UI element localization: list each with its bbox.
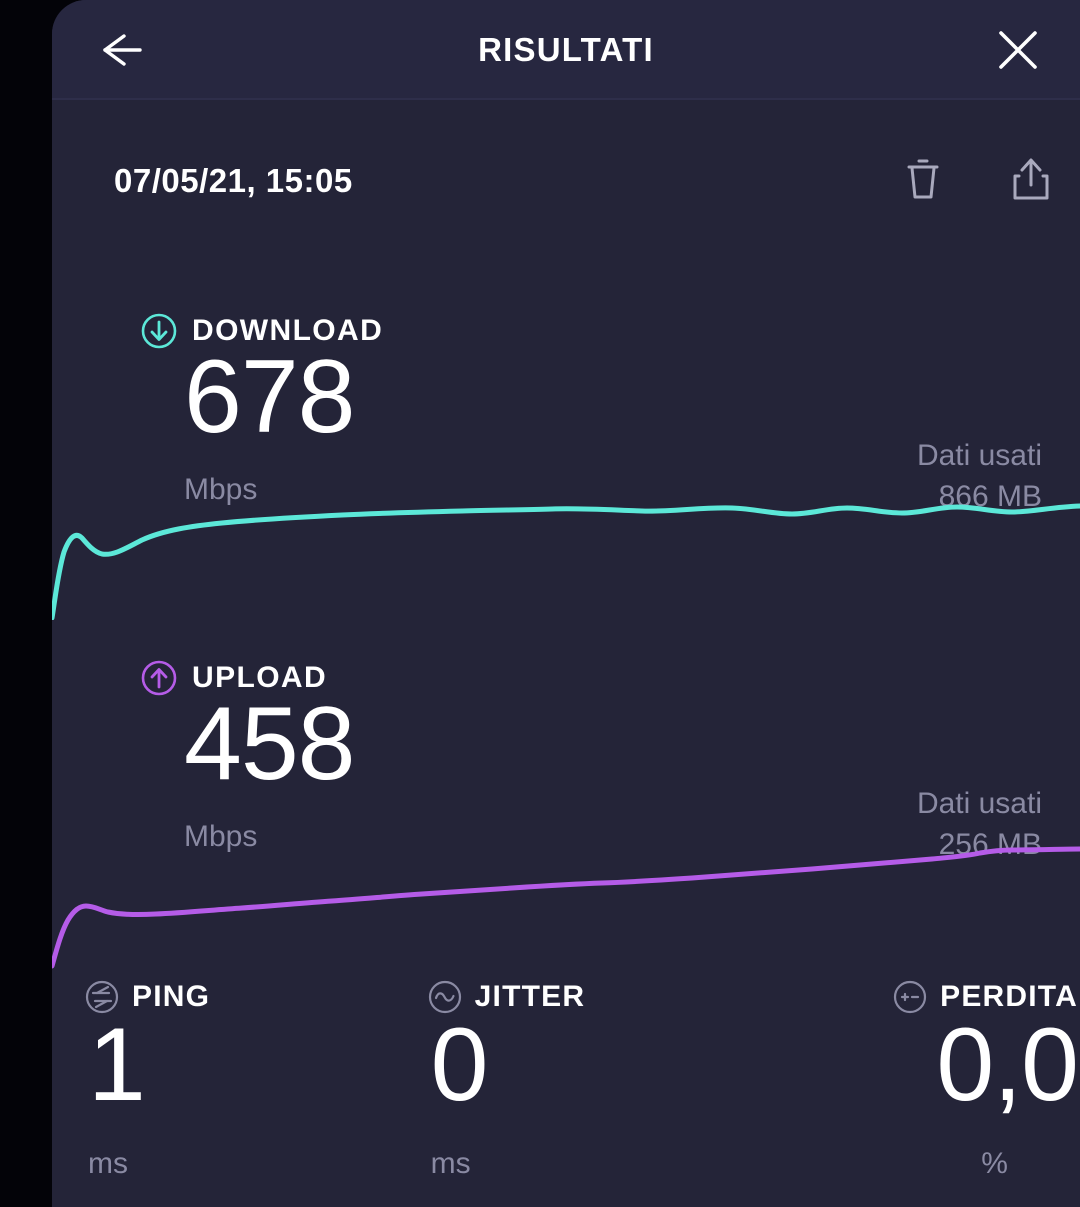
wave-circle-icon	[428, 980, 461, 1014]
perdita-header: PERDITA	[892, 979, 1078, 1015]
plus-minus-circle-icon	[894, 980, 927, 1014]
arrow-up-circle-icon	[141, 660, 177, 696]
upload-label: UPLOAD	[192, 661, 328, 694]
jitter-header: JITTER	[427, 979, 586, 1015]
back-button[interactable]	[88, 16, 156, 84]
result-timestamp: 07/05/21, 15:05	[114, 162, 353, 199]
upload-value: 458	[184, 686, 356, 802]
upload-usage-label: Dati usati	[916, 787, 1042, 820]
download-graph	[52, 503, 1080, 620]
ping-value: 1	[88, 1007, 146, 1123]
jitter-value: 0	[430, 1007, 489, 1123]
download-value: 678	[184, 339, 356, 455]
upload-header: UPLOAD	[140, 659, 327, 697]
jitter-unit: ms	[430, 1147, 471, 1180]
ping-circle-icon	[85, 980, 119, 1014]
result-meta-row: 07/05/21, 15:05	[52, 100, 1080, 260]
summary-stats-row: PING 1 ms JITTER 0 ms	[52, 965, 1080, 1207]
perdita-label: PERDITA	[940, 980, 1078, 1013]
stat-ping: PING 1 ms	[52, 965, 395, 1207]
stat-jitter: JITTER 0 ms	[395, 965, 738, 1207]
upload-data-usage: Dati usati 256 MB	[917, 784, 1042, 865]
download-header: DOWNLOAD	[140, 312, 383, 350]
upload-graph	[52, 846, 1080, 969]
close-icon	[999, 31, 1037, 69]
perdita-unit: %	[981, 1147, 1008, 1180]
ping-label: PING	[132, 980, 211, 1013]
perdita-value: 0,0	[936, 1007, 1079, 1123]
download-usage-label: Dati usati	[916, 439, 1042, 472]
trash-icon	[907, 159, 939, 199]
delete-result-button[interactable]	[892, 148, 954, 210]
close-button[interactable]	[984, 16, 1052, 84]
download-unit: Mbps	[184, 473, 258, 506]
app-header: RISULTATI	[52, 0, 1080, 100]
ping-unit: ms	[88, 1147, 128, 1180]
arrow-down-circle-icon	[141, 313, 177, 349]
download-data-usage: Dati usati 866 MB	[917, 436, 1042, 517]
arrow-left-icon	[103, 34, 142, 66]
page-title: RISULTATI	[478, 31, 654, 68]
results-card: RISULTATI 07/05/21, 15:05	[52, 0, 1080, 1207]
jitter-label: JITTER	[474, 980, 586, 1013]
share-icon	[1013, 158, 1049, 200]
download-label: DOWNLOAD	[192, 314, 384, 347]
ping-header: PING	[84, 979, 210, 1015]
share-result-button[interactable]	[1000, 148, 1062, 210]
upload-unit: Mbps	[184, 820, 258, 853]
stat-packet-loss: PERDITA 0,0 %	[737, 965, 1080, 1207]
